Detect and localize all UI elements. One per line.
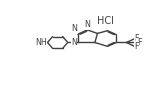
Text: F: F [137, 38, 141, 47]
Text: HCl: HCl [96, 16, 113, 26]
Text: NH: NH [35, 38, 46, 47]
Text: F: F [134, 42, 139, 51]
Text: N: N [71, 24, 77, 33]
Text: N: N [71, 38, 77, 47]
Text: F: F [134, 34, 139, 43]
Text: N: N [84, 20, 90, 29]
